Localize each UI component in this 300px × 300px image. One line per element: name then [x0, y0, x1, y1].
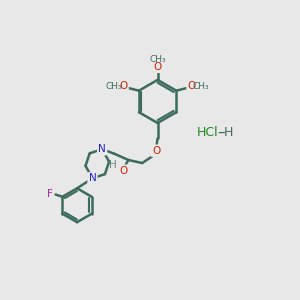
Text: CH₃: CH₃ [193, 82, 209, 91]
Text: H: H [224, 126, 233, 139]
Text: CH₃: CH₃ [106, 82, 123, 91]
Text: O: O [120, 166, 128, 176]
Text: O: O [154, 62, 162, 72]
Text: CH₃: CH₃ [149, 55, 166, 64]
Text: N: N [88, 173, 96, 183]
Text: N: N [98, 144, 106, 154]
Text: O: O [152, 146, 160, 156]
Text: H: H [109, 160, 117, 170]
Text: O: O [119, 81, 128, 91]
Text: HCl: HCl [197, 126, 218, 139]
Text: O: O [188, 81, 196, 91]
Text: methoxy: methoxy [110, 85, 116, 86]
Text: F: F [47, 189, 53, 199]
Text: –: – [217, 125, 225, 140]
